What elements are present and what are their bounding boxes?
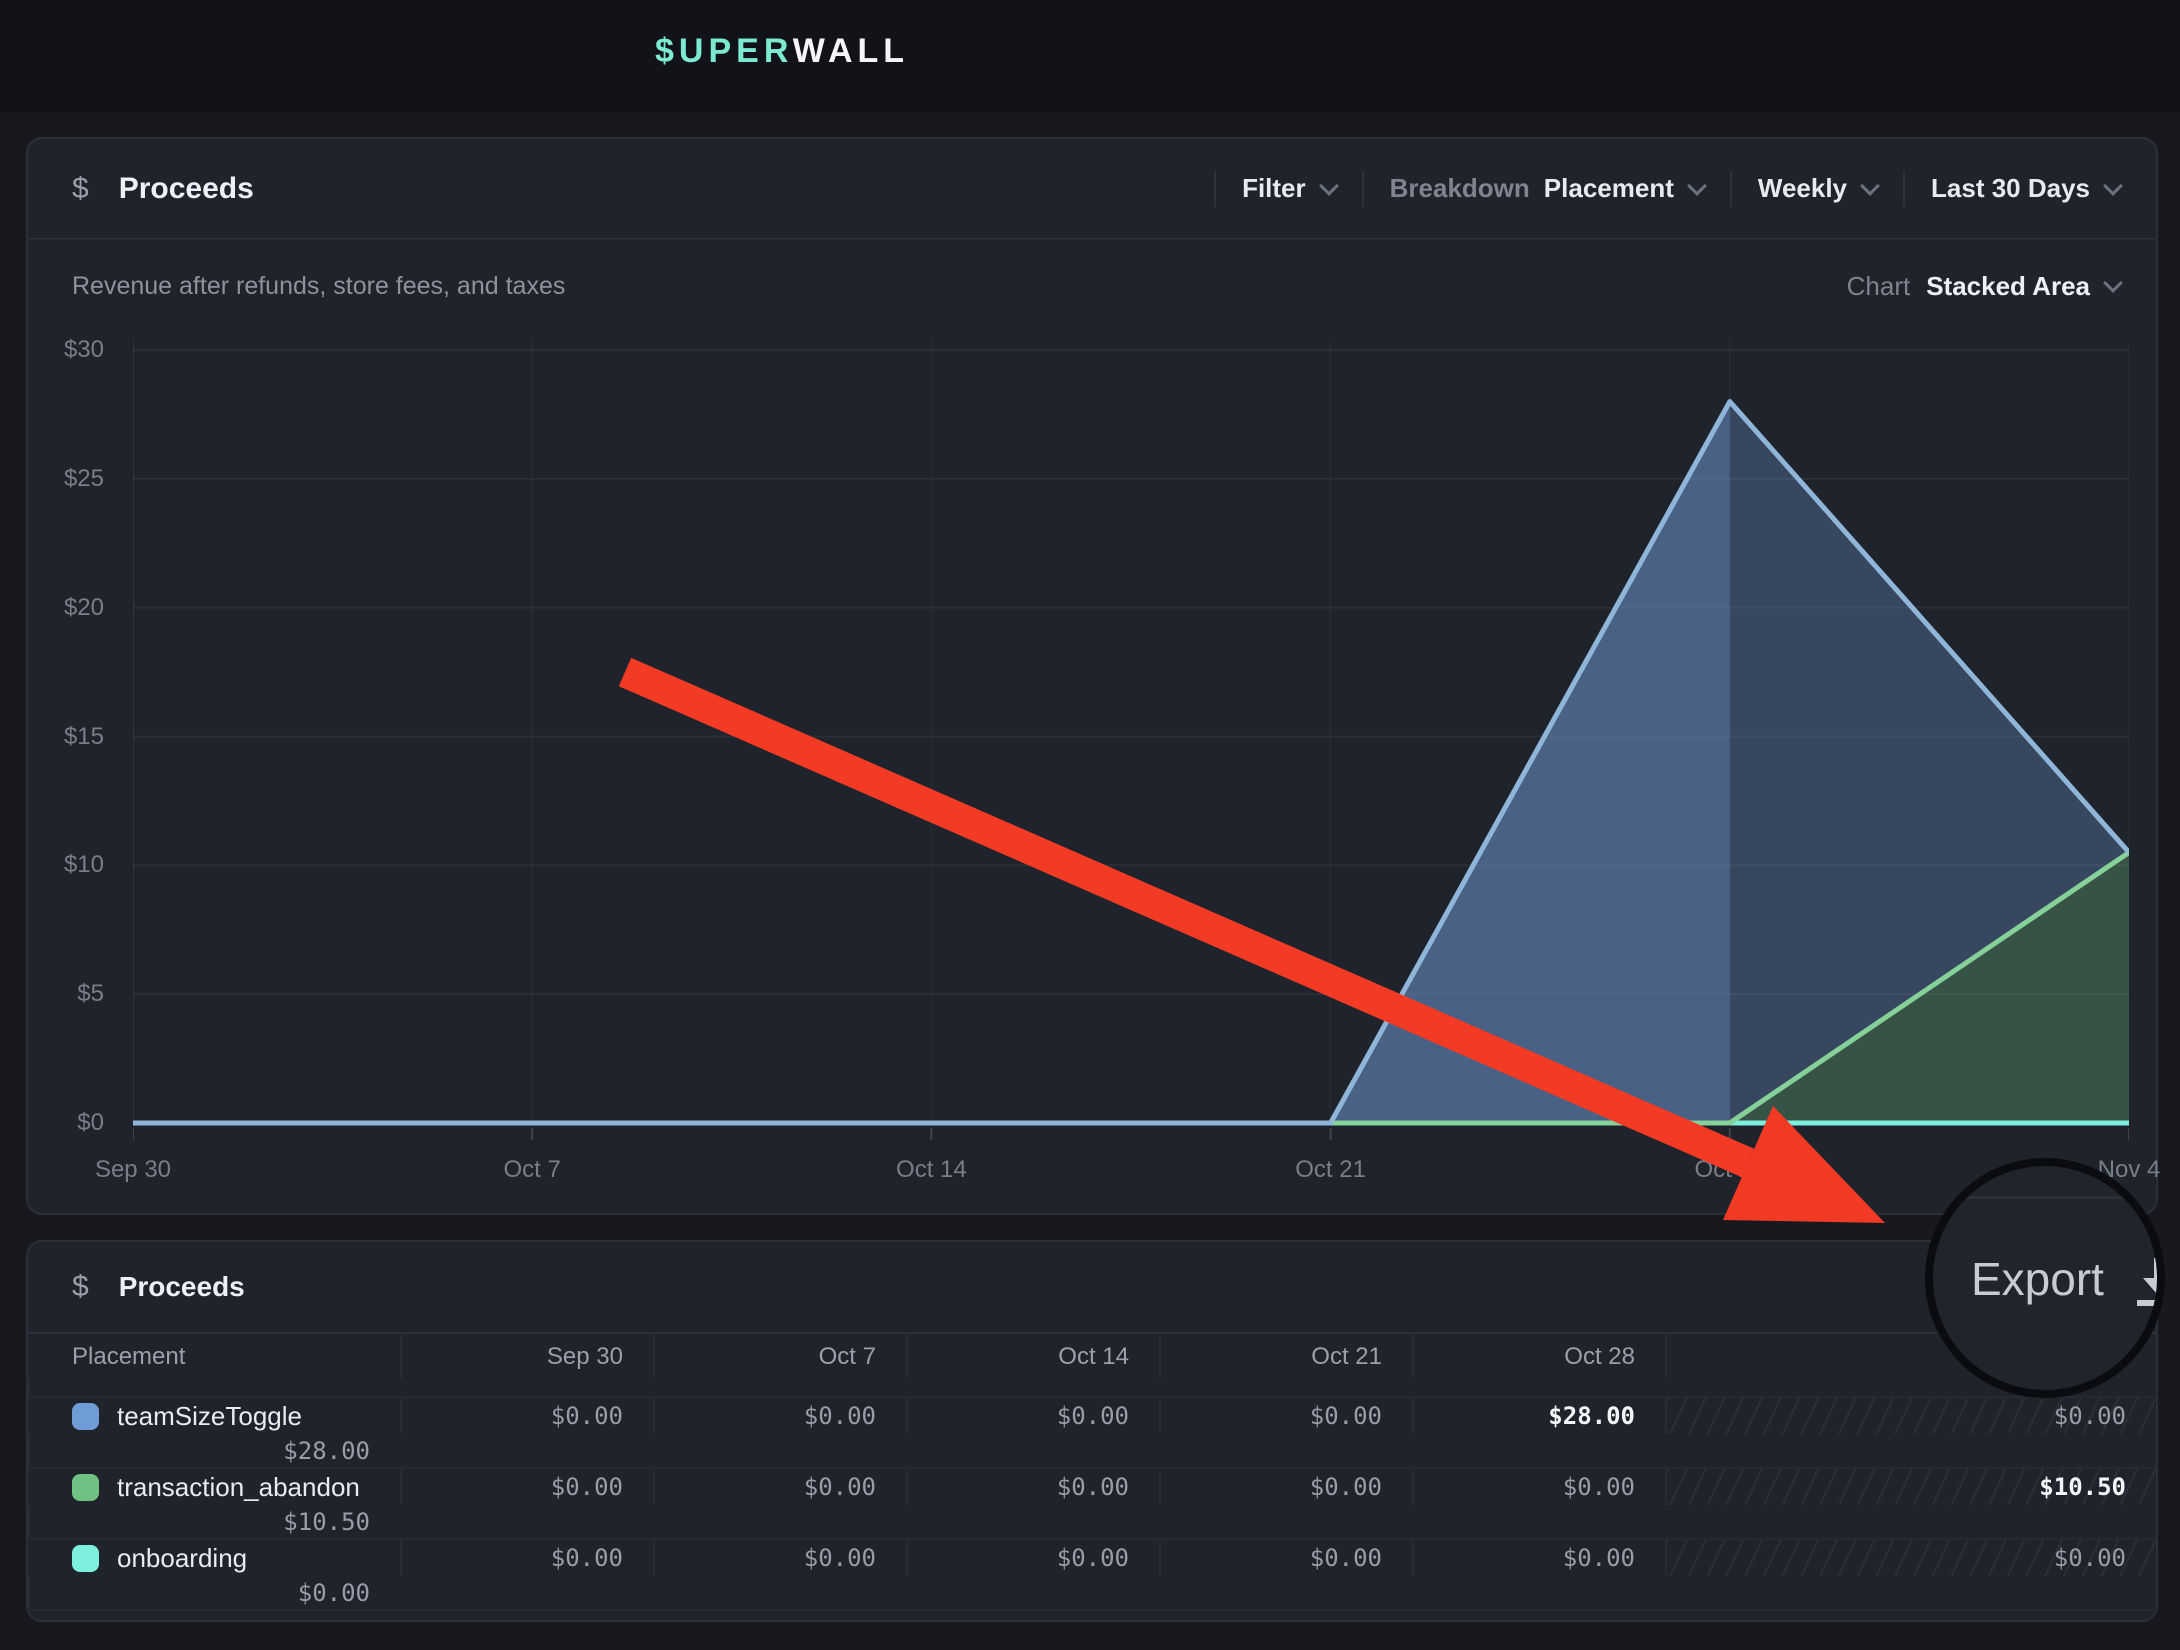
chevron-down-icon xyxy=(2103,273,2123,293)
cell-onboarding-total: $0.00 xyxy=(28,1576,400,1609)
y-axis: $0 $5 $10 $15 $20 $25 $30 xyxy=(28,332,104,1162)
chevron-down-icon xyxy=(2103,175,2123,196)
breakdown-control[interactable]: Breakdown Placement xyxy=(1389,173,1707,204)
cell-teamSizeToggle-oct-21: $0.00 xyxy=(1159,1398,1412,1434)
table-row-teamSizeToggle: teamSizeToggle $0.00 $0.00 $0.00 $0.00 $28.00… xyxy=(28,1396,2156,1467)
table-panel-header: $ Proceeds xyxy=(28,1242,2156,1332)
cell-transaction_abandon-oct-28: $0.00 xyxy=(1412,1469,1665,1505)
superwall-logo: $UPERWALL xyxy=(655,32,909,71)
cell-transaction_abandon-oct-7: $0.00 xyxy=(653,1469,906,1505)
cell-teamSizeToggle-total: $28.00 xyxy=(28,1434,400,1467)
column-header-oct-21: Oct 21 xyxy=(1159,1334,1412,1379)
filter-control[interactable]: Filter xyxy=(1242,173,1339,204)
download-icon[interactable] xyxy=(2133,1256,2165,1308)
column-header-total xyxy=(28,1379,400,1396)
placement-name: onboarding xyxy=(117,1542,248,1573)
interval-control[interactable]: Weekly xyxy=(1757,173,1880,204)
proceeds-table-panel: $ Proceeds Placement Sep 30 Oct 7 Oct 14 Oct… xyxy=(26,1240,2158,1622)
proceeds-chart-panel: $ Proceeds Filter Breakdown Placement Wee… xyxy=(26,137,2160,1215)
placement-name: teamSizeToggle xyxy=(117,1400,302,1431)
y-axis-label: $15 xyxy=(63,722,104,750)
cell-transaction_abandon-nov-4: $10.50 xyxy=(1665,1469,2156,1505)
interval-value: Weekly xyxy=(1757,173,1848,203)
stacked-area-chart[interactable] xyxy=(133,332,2129,1162)
cell-teamSizeToggle-sep-30: $0.00 xyxy=(400,1398,653,1434)
placement-cell: teamSizeToggle xyxy=(28,1398,400,1434)
chart-panel-title: Proceeds xyxy=(118,171,254,205)
column-header-placement: Placement xyxy=(72,1342,186,1370)
column-header-sep-30: Sep 30 xyxy=(400,1334,653,1379)
table-row-onboarding: onboarding $0.00 $0.00 $0.00 $0.00 $0.00 $0.00… xyxy=(28,1538,2156,1611)
divider xyxy=(1214,170,1217,207)
date-range-value: Last 30 Days xyxy=(1931,173,2090,203)
chevron-down-icon xyxy=(1686,175,1707,196)
chart-subtitle: Revenue after refunds, store fees, and t… xyxy=(72,271,566,300)
chart-type-control[interactable]: Chart Stacked Area xyxy=(1846,270,2123,302)
chevron-down-icon xyxy=(1318,175,1339,196)
divider xyxy=(1903,170,1906,207)
series-swatch xyxy=(72,1544,99,1572)
column-header-oct-28: Oct 28 xyxy=(1412,1334,1665,1379)
cell-onboarding-oct-28: $0.00 xyxy=(1412,1540,1665,1576)
y-axis-label: $20 xyxy=(63,593,104,621)
cell-teamSizeToggle-oct-14: $0.00 xyxy=(906,1398,1159,1434)
cell-onboarding-sep-30: $0.00 xyxy=(400,1540,653,1576)
chart-subheader: Revenue after refunds, store fees, and t… xyxy=(28,242,2156,330)
magnified-panel-edge xyxy=(1933,1196,2157,1199)
series-swatch xyxy=(72,1402,99,1430)
table-panel-title: Proceeds xyxy=(118,1271,245,1302)
chart-type-value: Stacked Area xyxy=(1926,270,2090,301)
chart-panel-header: $ Proceeds Filter Breakdown Placement Wee… xyxy=(28,139,2156,240)
top-bar: $UPERWALL xyxy=(0,0,2180,112)
divider xyxy=(1361,170,1364,207)
export-magnifier-callout: Export xyxy=(1925,1158,2165,1398)
y-axis-label: $10 xyxy=(63,851,104,879)
column-header-oct-14: Oct 14 xyxy=(906,1334,1159,1379)
divider xyxy=(1729,170,1732,207)
placement-name: transaction_abandon xyxy=(117,1471,360,1502)
cell-teamSizeToggle-oct-28: $28.00 xyxy=(1412,1398,1665,1434)
breakdown-label: Breakdown xyxy=(1389,173,1530,203)
cell-onboarding-nov-4: $0.00 xyxy=(1665,1540,2156,1576)
chevron-down-icon xyxy=(1860,175,1880,196)
column-header-oct-7: Oct 7 xyxy=(653,1334,906,1379)
filter-label: Filter xyxy=(1242,173,1306,203)
placement-cell: transaction_abandon xyxy=(28,1469,400,1505)
cell-transaction_abandon-sep-30: $0.00 xyxy=(400,1469,653,1505)
cell-onboarding-oct-14: $0.00 xyxy=(906,1540,1159,1576)
cell-onboarding-oct-21: $0.00 xyxy=(1159,1540,1412,1576)
placement-cell: onboarding xyxy=(28,1540,400,1576)
dollar-icon: $ xyxy=(72,1270,89,1303)
y-axis-label: $5 xyxy=(77,980,104,1008)
cell-teamSizeToggle-nov-4: $0.00 xyxy=(1665,1398,2156,1434)
y-axis-label: $30 xyxy=(63,336,104,363)
logo-suffix: WALL xyxy=(792,32,910,70)
chart-type-label: Chart xyxy=(1846,270,1911,301)
dollar-icon: $ xyxy=(72,171,89,205)
logo-prefix: $UPER xyxy=(655,32,793,70)
export-button[interactable]: Export xyxy=(1971,1253,2104,1305)
cell-transaction_abandon-total: $10.50 xyxy=(28,1505,400,1538)
cell-teamSizeToggle-oct-7: $0.00 xyxy=(653,1398,906,1434)
date-range-control[interactable]: Last 30 Days xyxy=(1931,173,2123,204)
cell-transaction_abandon-oct-21: $0.00 xyxy=(1159,1469,1412,1505)
cell-onboarding-oct-7: $0.00 xyxy=(653,1540,906,1576)
table-row-transaction_abandon: transaction_abandon $0.00 $0.00 $0.00 $0.00 $… xyxy=(28,1467,2156,1538)
series-swatch xyxy=(72,1473,99,1501)
y-axis-label: $25 xyxy=(63,464,104,492)
breakdown-value: Placement xyxy=(1543,173,1674,203)
cell-transaction_abandon-oct-14: $0.00 xyxy=(906,1469,1159,1505)
y-axis-label: $0 xyxy=(77,1109,104,1136)
chart-controls: Filter Breakdown Placement Weekly Last 30… xyxy=(1188,170,2123,207)
